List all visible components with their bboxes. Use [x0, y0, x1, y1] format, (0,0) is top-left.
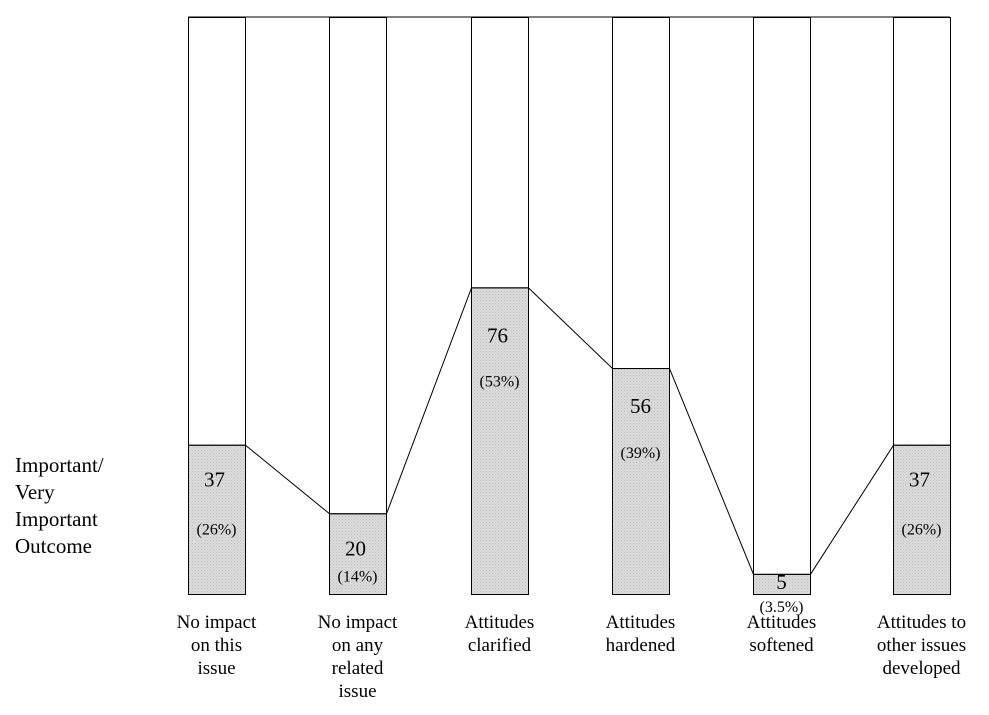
bar-fill — [188, 444, 246, 595]
bar-fill — [612, 368, 670, 595]
bar-column — [329, 17, 387, 595]
y-axis-label-line: Important — [15, 507, 98, 531]
bar-value-label: 37 — [909, 468, 930, 492]
y-axis-label-line: Important/ — [15, 453, 104, 477]
connecting-line — [188, 287, 951, 575]
bar-fill — [471, 287, 529, 595]
x-tick-label: No impact on any related issue — [318, 612, 398, 702]
bar-fill — [893, 444, 951, 595]
bar-percent-label: (14%) — [338, 568, 378, 585]
bar-percent-label: (26%) — [902, 522, 942, 539]
bar-percent-label: (53%) — [480, 373, 520, 390]
x-tick-label: Attitudes clarified — [465, 612, 535, 656]
bar-value-label: 37 — [204, 468, 225, 492]
x-tick-label: Attitudes softened — [747, 612, 817, 656]
y-axis-label-line: Outcome — [15, 534, 92, 558]
bar-percent-label: (26%) — [197, 522, 237, 539]
bar-value-label: 20 — [345, 536, 366, 560]
bar-value-label: 76 — [487, 323, 508, 347]
y-axis-label: Important/ Very Important Outcome — [15, 452, 104, 560]
x-tick-label: Attitudes hardened — [606, 612, 676, 656]
x-tick-label: No impact on this issue — [177, 612, 257, 679]
bar-column — [753, 17, 811, 595]
bar-value-label: 56 — [630, 394, 651, 418]
bar-value-label: 5 — [776, 570, 787, 594]
bar-percent-label: (3.5%) — [760, 599, 804, 616]
bar-percent-label: (39%) — [621, 445, 661, 462]
x-tick-label: Attitudes to other issues developed — [877, 612, 966, 679]
y-axis-label-line: Very — [15, 480, 55, 504]
